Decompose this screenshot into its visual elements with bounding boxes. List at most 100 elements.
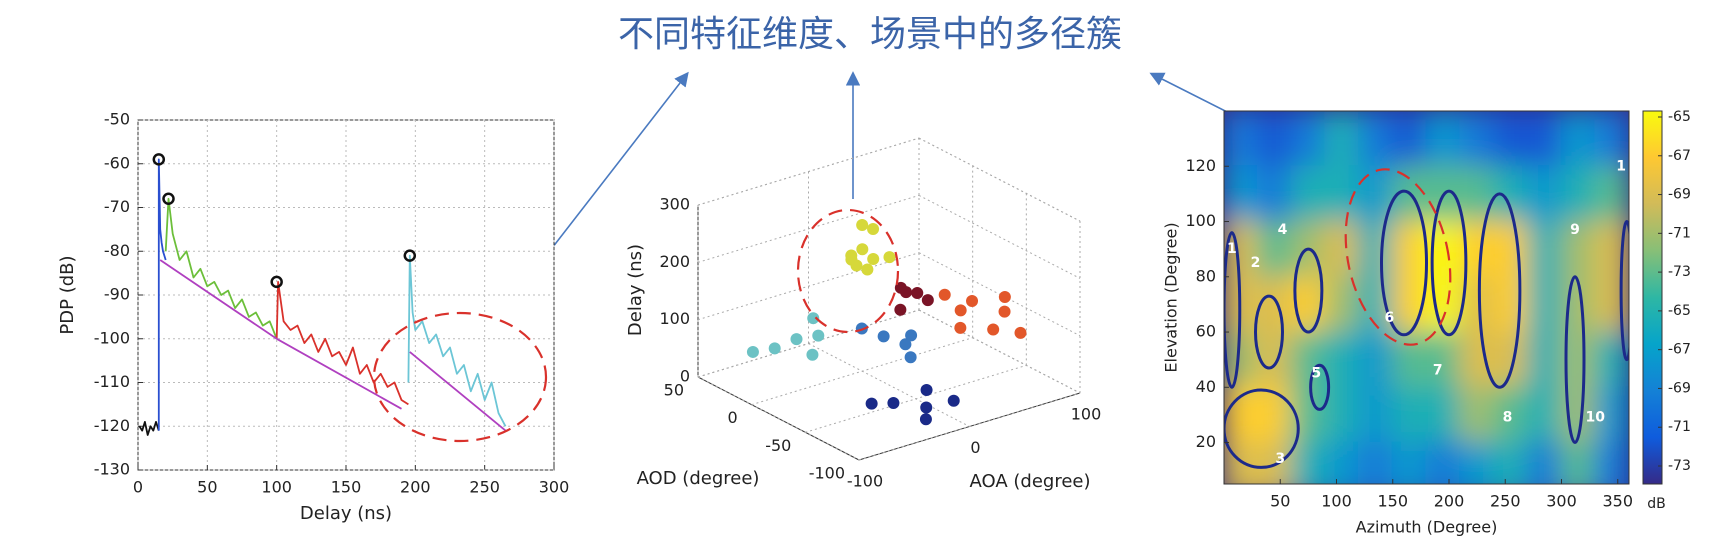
y-tick-label: -90 <box>104 285 130 304</box>
x-tick-label: 200 <box>400 478 431 497</box>
heatmap-cell <box>1526 275 1563 334</box>
cluster-outline <box>1430 189 1468 337</box>
heatmap-cell <box>1594 441 1629 484</box>
heatmap-cell <box>1425 275 1462 334</box>
cluster-highlights <box>372 168 1452 443</box>
x-tick-label: 50 <box>1270 492 1290 511</box>
heatmap-cell <box>1290 165 1327 223</box>
heatmap-cell <box>1324 220 1360 278</box>
y-axis-label: AOD (degree) <box>637 468 760 489</box>
y-tick-label: -130 <box>94 460 130 479</box>
heatmap-cell <box>1224 220 1259 278</box>
heatmap-cell <box>1256 111 1293 168</box>
heatmap-cell <box>1526 441 1563 484</box>
grid-line <box>697 376 860 461</box>
scatter-point <box>812 329 825 342</box>
heatmap-cell <box>1256 275 1293 334</box>
colorbar-tick-label: -65 <box>1668 109 1691 125</box>
heatmap-cell <box>1459 165 1495 223</box>
scatter-point <box>894 303 907 316</box>
series-line <box>159 259 507 432</box>
cluster-label: 1 <box>1616 158 1626 174</box>
y-tick-label: 120 <box>1185 156 1216 175</box>
heatmap-cell <box>1358 220 1394 278</box>
heatmap-cell <box>1493 111 1529 168</box>
scatter-point <box>865 397 878 410</box>
heatmap-cell <box>1493 220 1529 278</box>
scatter-point <box>921 294 934 307</box>
cluster-outline <box>1224 231 1242 389</box>
heatmap-cell <box>1358 386 1394 444</box>
scatter-point <box>894 281 907 294</box>
scatter-point <box>861 263 874 276</box>
x-tick-label: 100 <box>1071 405 1102 424</box>
heatmap-cell <box>1493 441 1529 484</box>
peak-marker <box>403 249 417 262</box>
colorbar-tick-label: -65 <box>1668 303 1691 319</box>
grid-line <box>805 364 1027 433</box>
z-tick-label: 100 <box>659 309 690 328</box>
figure-title: 不同特征维度、场景中的多径簇 <box>618 14 1122 55</box>
z-tick-label: 300 <box>659 195 690 214</box>
line-chart: 0 50 100 150 200 250 300 -130 -120 -110 -100 -90 -80… <box>57 110 569 525</box>
series-line <box>407 254 507 427</box>
cluster-outline <box>1477 192 1522 389</box>
y-axis-label: PDP (dB) <box>57 255 78 334</box>
scatter-point <box>899 338 912 351</box>
scatter-point <box>920 384 933 397</box>
grid-line <box>697 309 920 378</box>
y-tick-label: -70 <box>104 197 130 216</box>
cluster-label: 2 <box>1251 255 1261 271</box>
heatmap-cell <box>1425 441 1462 484</box>
heatmap-cell <box>1493 331 1529 389</box>
heatmap-cell <box>1256 441 1293 484</box>
y-tick-label: -60 <box>104 153 130 172</box>
heatmap-cell <box>1459 441 1495 484</box>
charts: 0 50 100 150 200 250 300-130-120-110-100-90-80… <box>57 109 1691 537</box>
heatmap-cell <box>1560 165 1597 223</box>
heatmap-cell <box>1459 331 1495 389</box>
heatmap-cell <box>1594 331 1629 389</box>
scatter-point <box>987 323 1000 336</box>
scatter-point <box>883 251 896 264</box>
y-tick-label: 40 <box>1196 377 1216 396</box>
grid-line <box>697 194 920 263</box>
scatter-point <box>856 219 869 232</box>
peak-marker <box>270 275 283 289</box>
heatmap-cell <box>1224 275 1259 334</box>
cluster-outline <box>1293 247 1324 334</box>
series-line <box>164 197 278 340</box>
heatmap-cell <box>1391 441 1428 484</box>
x-tick-label: 350 <box>1602 492 1633 511</box>
heatmap-cell <box>1425 386 1462 444</box>
cluster-label: 1 <box>1227 241 1237 257</box>
heatmap-cell <box>1526 331 1563 389</box>
grid-line <box>858 392 1081 461</box>
x-tick-label: 300 <box>539 478 570 497</box>
grid-line <box>918 252 1081 337</box>
heatmap-cell <box>1290 331 1327 389</box>
cluster-label: 7 <box>1433 363 1443 379</box>
scatter-point <box>911 286 924 299</box>
heatmap-cell <box>1594 165 1629 223</box>
grid-line <box>697 137 920 206</box>
grid-line <box>751 337 973 406</box>
x-tick-label: 100 <box>1321 492 1352 511</box>
scatter-point <box>768 342 781 355</box>
x-tick-label: -100 <box>847 472 883 491</box>
scatter-point <box>954 304 967 317</box>
peak-marker <box>152 153 166 166</box>
heatmap-cell <box>1358 441 1394 484</box>
heatmap-cell <box>1594 275 1629 334</box>
y-tick-label: -80 <box>104 241 130 260</box>
x-axis-label: AOA (degree) <box>969 471 1090 492</box>
heatmap-cell <box>1256 165 1293 223</box>
heatmap-cell <box>1256 331 1293 389</box>
scatter-point <box>790 333 803 346</box>
heatmap-cells <box>1224 111 1629 484</box>
y-tick-label: -100 <box>94 328 130 347</box>
scatter-point <box>746 345 759 358</box>
scatter-point <box>998 305 1011 318</box>
y-tick-label: 80 <box>1196 266 1216 285</box>
